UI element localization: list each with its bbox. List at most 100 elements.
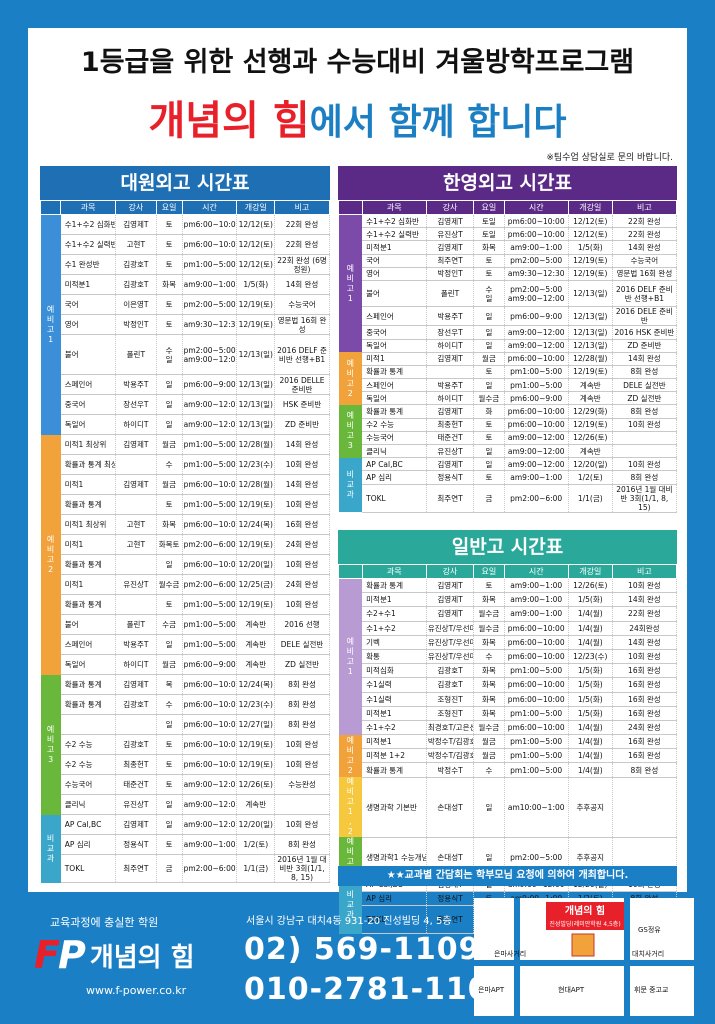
teacher-cell: 최주연T xyxy=(426,254,475,268)
teacher-cell: 유진상T/우선미T xyxy=(426,635,475,650)
start-cell: 계속반 xyxy=(236,654,276,675)
note-cell: 22회 완성 (6명 정원) xyxy=(274,254,330,275)
column-header: 개강일 xyxy=(236,200,276,215)
note-cell: 24회 완성 xyxy=(274,574,330,595)
course-cell: AP 심리 xyxy=(60,834,117,855)
course-cell: 확률과 통계 최상위 xyxy=(60,454,117,475)
time-cell: pm6:00~10:00 xyxy=(504,404,569,419)
day-cell: 수 xyxy=(156,694,183,715)
table-row: 국어 이은영T 토 pm2:00~5:00 12/19(토) 수능국어 xyxy=(41,294,330,315)
note-cell: ZD 준비반 xyxy=(612,339,678,353)
teacher-cell: 김영제T xyxy=(426,592,475,608)
map-sign-text: 개념의 힘 xyxy=(565,904,605,917)
note-cell: 2016 DELLE 준비반 xyxy=(274,374,330,395)
teacher-cell: 유진상T/우선미T xyxy=(426,649,475,665)
teacher-cell: 김영제T xyxy=(426,606,475,622)
start-cell: 1/5(화) xyxy=(568,663,613,679)
start-cell: 12/13(일) xyxy=(568,339,613,353)
column-header: 비고 xyxy=(611,564,678,579)
start-cell: 12/29(화) xyxy=(568,404,613,419)
course-cell: 미적분 1+2 xyxy=(362,748,427,764)
note-cell: 8회 완성 xyxy=(274,694,330,715)
time-cell: am9:00~1:00 xyxy=(504,470,569,485)
day-cell: 일 xyxy=(473,378,505,393)
table-row: 중국어 장선우T 일 am9:00~12:00 12/13(일) 2016 HSK 준비반 xyxy=(339,325,678,340)
course-cell: 미적1 xyxy=(362,352,427,366)
note-cell: 10회 완성 xyxy=(274,494,330,515)
phone-mobile[interactable]: 010-2781-1109 xyxy=(244,972,512,1007)
course-cell: 확률과 통계 xyxy=(60,674,117,695)
table-row: 국어 최주연T 토 pm2:00~5:00 12/19(토) 수능국어 xyxy=(339,254,678,268)
time-cell: pm6:00~10:00 xyxy=(504,649,569,665)
table-row: 예 비 고 1 수1+수2 심화반 김영제T 토 pm6:00~10:00 12/12(토) 22… xyxy=(40,214,330,435)
website-link[interactable]: www.f-power.co.kr xyxy=(86,984,187,997)
column-header: 과목 xyxy=(361,200,427,215)
time-cell: am9:30~12:30 xyxy=(182,314,238,335)
teacher-cell: 김광호T xyxy=(426,663,475,679)
course-cell: 수1+수2 심화반 xyxy=(60,214,117,235)
time-cell: pm1:00~5:00 xyxy=(182,594,238,615)
note-cell: DELE 실전반 xyxy=(274,634,330,655)
table-row: 수1+수2 실력반 유진상T 토일 pm6:00~10:00 12/12(토) 22회 완… xyxy=(339,227,678,242)
teacher-cell: 박용주T xyxy=(426,306,475,327)
table-row: 예 비 고 1 수1+수2 심화반 김영제T 토일 pm6:00~10:00 12/12(토) 2… xyxy=(338,214,678,353)
teacher-cell: 김광호T xyxy=(115,734,157,755)
teacher-cell: 김영제T xyxy=(426,214,475,229)
start-cell: 12/28(월) xyxy=(236,434,276,455)
table-row: 예 비 고 1, 2 생명과학 기본반 손대성T 일 am10:00~1:00 추후공지 xyxy=(338,777,678,838)
day-cell: 토 xyxy=(156,314,183,335)
course-cell: 확통 xyxy=(362,649,427,665)
table-row: 확률과 통계 토 pm1:00~5:00 12/19(토) 10회 완성 xyxy=(41,494,330,515)
day-cell: 화목 xyxy=(473,677,505,693)
table-row: 스페인어 박용주T 일 pm1:00~5:00 계속반 DELE 실전반 xyxy=(339,378,678,393)
day-cell: 화목 xyxy=(156,274,183,295)
start-cell: 1/5(화) xyxy=(236,274,276,295)
time-cell: pm1:00~5:00 xyxy=(504,378,569,393)
consult-note: ※팀수업 상담실로 문의 바랍니다. xyxy=(546,153,673,163)
note-cell: 수능완성 xyxy=(274,774,330,795)
note-cell: ZD 준비반 xyxy=(274,414,330,435)
course-cell: 수1+수2 실력반 xyxy=(362,227,427,242)
time-cell: am9:00~12:00 xyxy=(504,431,569,446)
day-cell: 토 xyxy=(156,594,183,615)
course-cell xyxy=(60,714,117,735)
table-row: 스페인어 박용주T 일 pm6:00~9:00 12/13(일) 2016 DELLE 준… xyxy=(41,374,330,395)
start-cell: 12/12(토) xyxy=(236,214,276,235)
teacher-cell: 김광호T xyxy=(115,274,157,295)
start-cell: 1/4(월) xyxy=(568,762,613,778)
course-cell: 독일어 xyxy=(362,339,427,353)
note-cell: 10회 완성 xyxy=(612,418,678,432)
teacher-cell: 김영제T xyxy=(115,434,157,455)
table-row: 확률과 통계 일 pm6:00~10:00 12/20(일) 10회 완성 xyxy=(41,554,330,575)
time-cell: pm6:00~10:00 xyxy=(182,514,238,535)
time-cell: pm6:00~10:00 xyxy=(504,352,569,366)
note-cell: 16회 완성 xyxy=(612,677,678,693)
column-header: 개강일 xyxy=(567,564,613,579)
start-cell: 1/5(화) xyxy=(568,706,613,721)
note-cell: 22회 완성 xyxy=(612,227,678,242)
note-cell: 8회 완성 xyxy=(274,674,330,695)
table-header: 과목 강사 요일 시간 개강일 비고 xyxy=(338,200,678,215)
course-cell: 수2 수능 xyxy=(60,754,117,775)
start-cell: 1/1(금) xyxy=(236,854,276,883)
day-cell: 월수금 xyxy=(473,606,505,622)
table-row: 예비고2미적분1박정수T/김광호T월금pm1:00~5:001/4(월)16회 … xyxy=(338,734,678,778)
note-cell: HSK 준비반 xyxy=(274,394,330,415)
note-cell: 8회 완성 xyxy=(274,834,330,855)
course-cell: 수2 수능 xyxy=(60,734,117,755)
time-cell: pm6:00~10:00 xyxy=(182,234,238,255)
table-row: 확률과 통계 김광호T 수 pm6:00~10:00 12/23(수) 8회 완성 xyxy=(41,694,330,715)
phone-office[interactable]: 02) 569-1109 xyxy=(244,932,481,967)
time-cell: pm6:00~9:00 xyxy=(504,391,569,406)
day-cell: 토 xyxy=(473,431,505,446)
note-cell: 10회 완성 xyxy=(274,734,330,755)
day-cell: 토 xyxy=(473,578,505,594)
day-cell: 토 xyxy=(156,734,183,755)
time-cell: pm2:00~6:00 xyxy=(182,574,238,595)
start-cell: 12/19(토) xyxy=(236,494,276,515)
